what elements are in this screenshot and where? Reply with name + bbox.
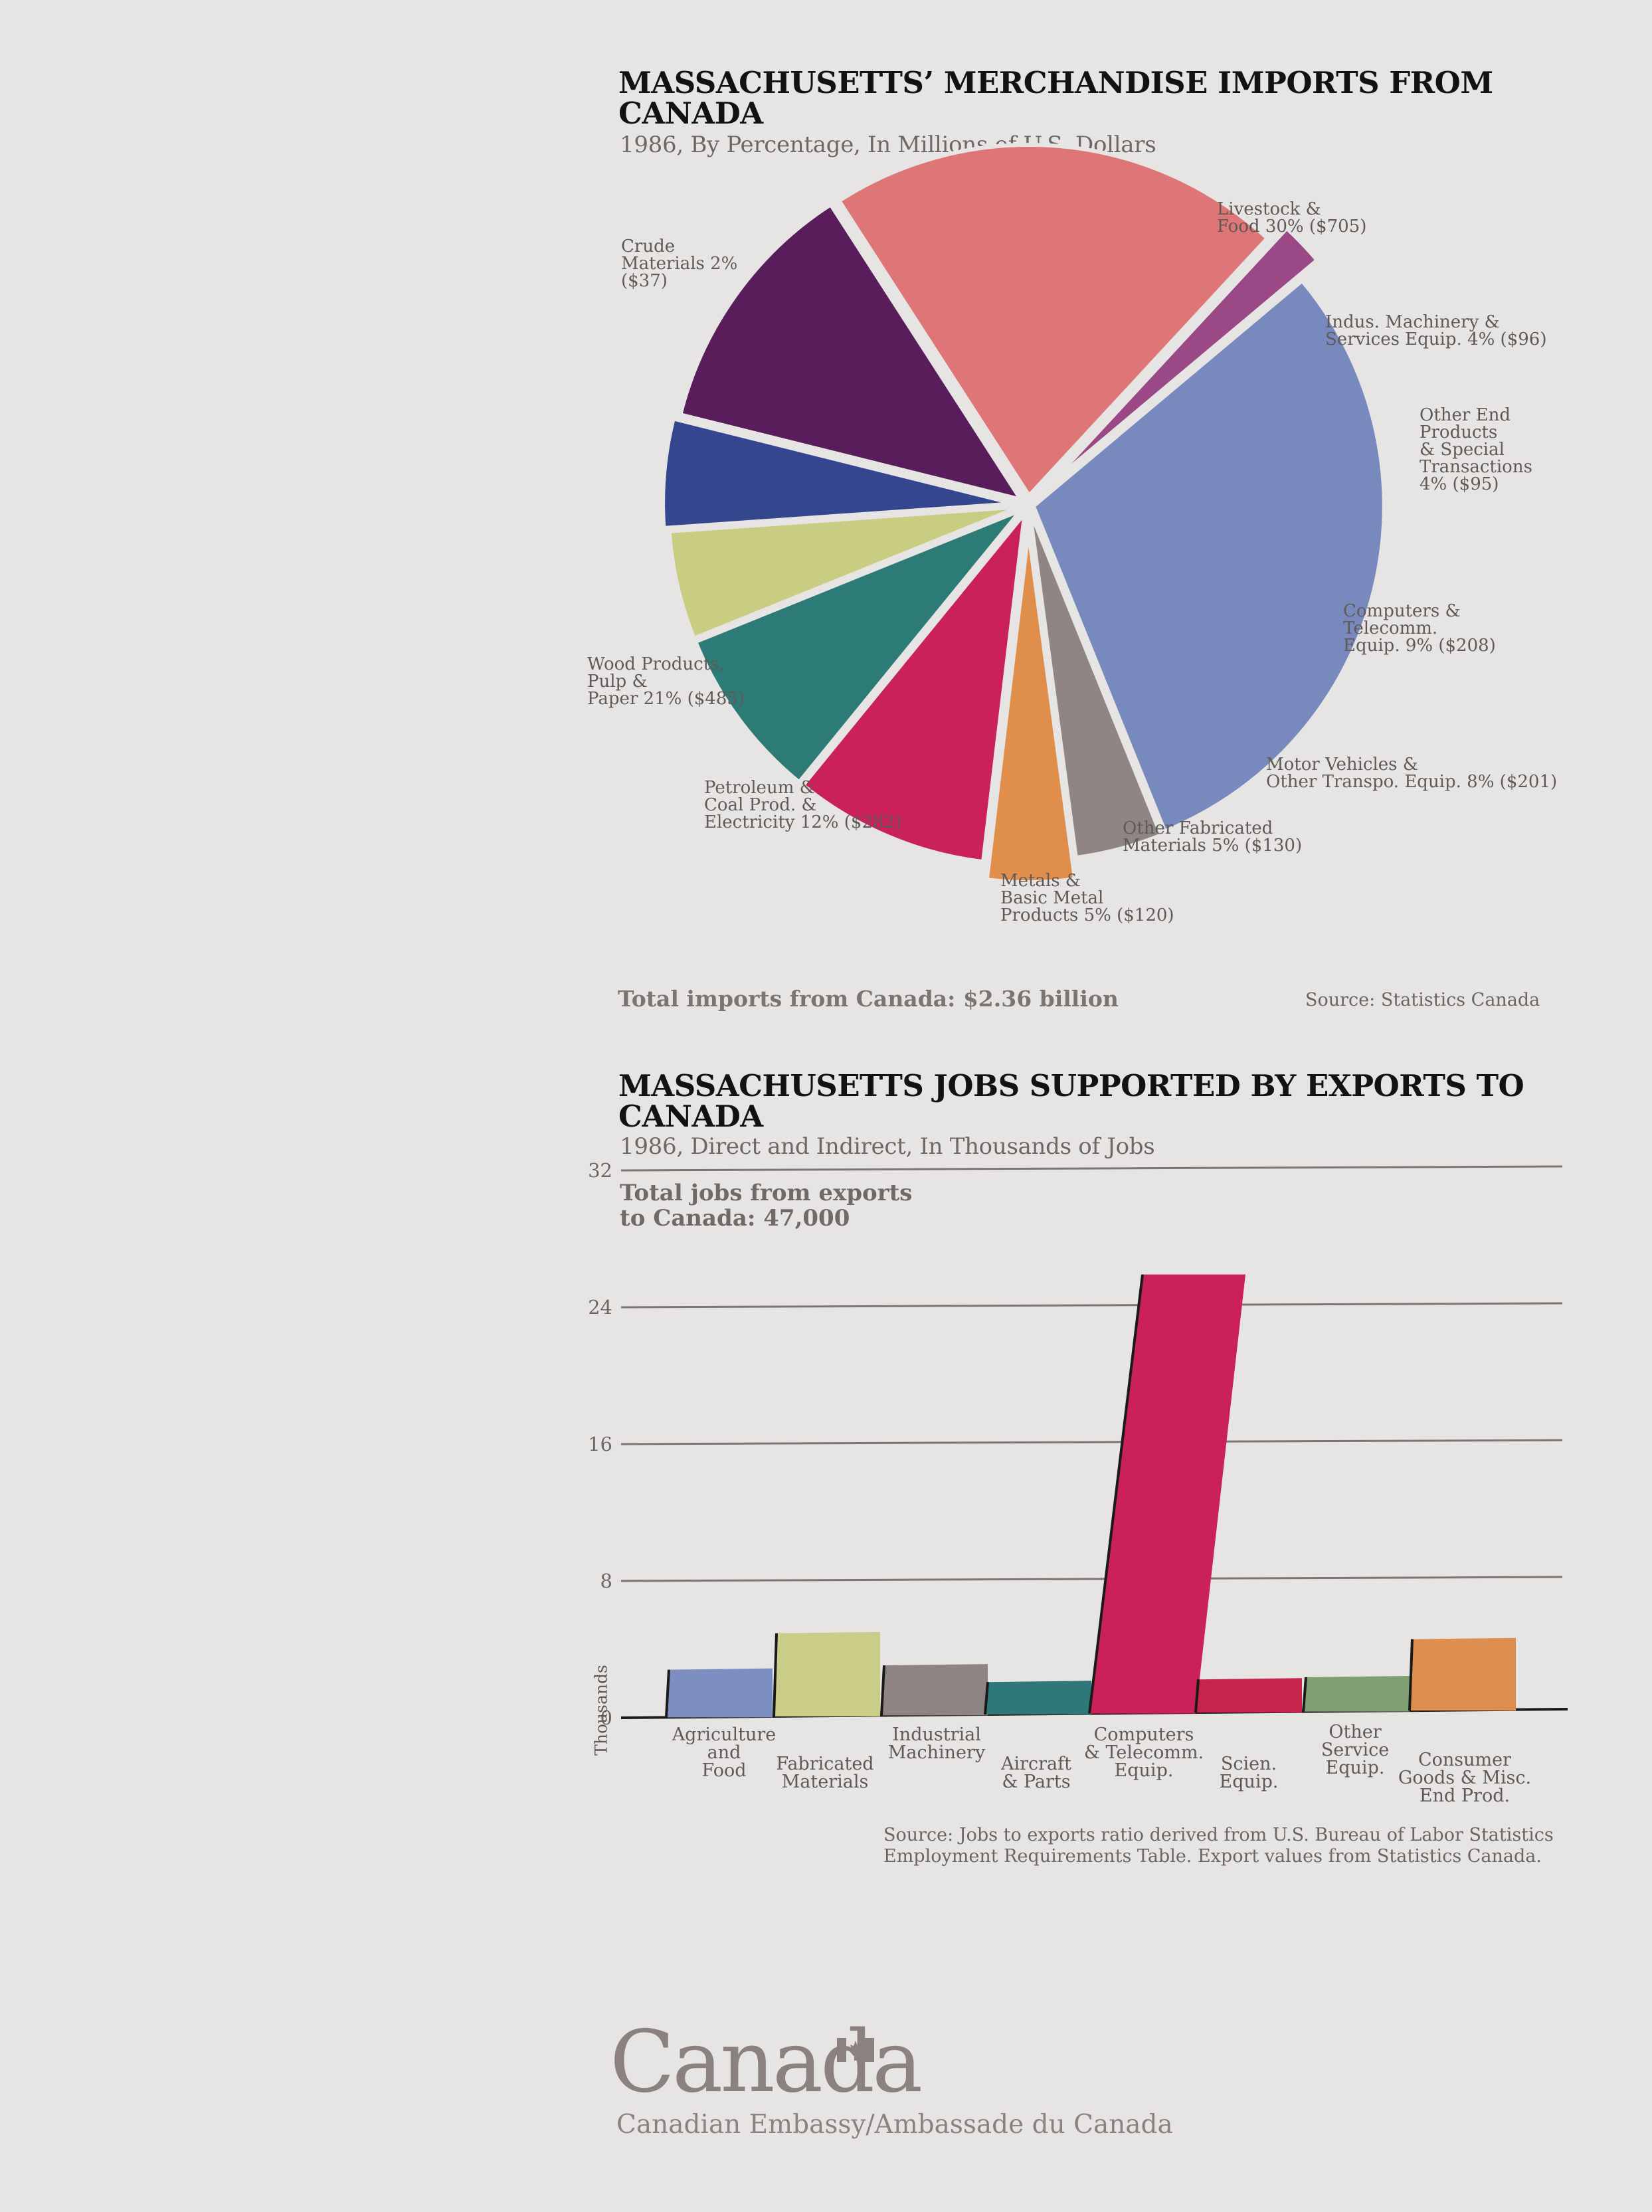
- pie-source: Source: Statistics Canada: [1305, 990, 1540, 1010]
- pie-label-petroleum: Petroleum & Coal Prod. & Electricity 12%…: [704, 778, 902, 832]
- bar-0: [666, 1668, 773, 1718]
- bar-edge-6: [1302, 1677, 1307, 1712]
- bar-title-line2: CANADA: [618, 1099, 763, 1134]
- bar-edge-3: [984, 1682, 989, 1715]
- bar-category-line: Equip.: [1325, 1758, 1385, 1778]
- bar-title-line1: MASSACHUSETTS JOBS SUPPORTED BY EXPORTS …: [618, 1068, 1524, 1103]
- canada-wordmark: Canada: [610, 2013, 923, 2112]
- y-tick-16: 16: [588, 1433, 612, 1455]
- bar-4: [1089, 1274, 1245, 1714]
- bar-category-line: Consumer: [1418, 1750, 1512, 1770]
- gridline-16: [620, 1439, 1563, 1445]
- bar-category-line: Machinery: [887, 1742, 986, 1763]
- pie-label-motor: Motor Vehicles & Other Transpo. Equip. 8…: [1266, 755, 1558, 792]
- y-tick-8: 8: [600, 1570, 612, 1592]
- pie-slice-livestock: [1031, 278, 1386, 834]
- bar-category-line: Goods & Misc.: [1398, 1768, 1532, 1788]
- bar-edge-4: [1088, 1274, 1144, 1714]
- pie-label-machinery: Indus. Machinery & Services Equip. 4% ($…: [1325, 312, 1547, 349]
- pie-chart-title: MASSACHUSETTS’ MERCHANDISE IMPORTS FROM …: [618, 68, 1493, 129]
- bar-category-line: Agriculture: [672, 1724, 777, 1745]
- bar-total-note: Total jobs from exports to Canada: 47,00…: [620, 1180, 913, 1232]
- bar-edge-7: [1408, 1639, 1414, 1711]
- bar-category-line: and: [707, 1742, 741, 1763]
- bar-category-label-3: Aircraft & Parts: [963, 1755, 1109, 1791]
- pie-slice-motor: [693, 508, 1023, 785]
- bar-category-line: Scien.: [1220, 1754, 1277, 1774]
- pie-slice-computers: [800, 506, 1028, 864]
- bar-category-line: Computers: [1093, 1724, 1194, 1745]
- bar-6: [1303, 1676, 1410, 1712]
- bar-category-label-5: Scien. Equip.: [1176, 1755, 1322, 1791]
- y-tick-32: 32: [588, 1159, 612, 1182]
- bar-category-label-6: Other Service Equip.: [1282, 1723, 1428, 1777]
- bar-3: [985, 1681, 1091, 1715]
- pie-slice-petroleum: [678, 201, 1026, 503]
- pie-slice-wood: [836, 143, 1271, 499]
- bar-category-line: & Parts: [1002, 1772, 1071, 1792]
- pie-label-wood: Wood Products, Pulp & Paper 21% ($485): [587, 654, 745, 709]
- bar-category-line: Fabricated: [776, 1754, 874, 1774]
- bar-category-line: Other: [1329, 1722, 1382, 1742]
- gridline-32: [620, 1165, 1563, 1172]
- bar-ylabel: Thousands: [591, 1665, 611, 1756]
- canada-flag-icon: [837, 2038, 874, 2062]
- pie-chart: [661, 143, 1386, 884]
- bar-category-label-0: Agriculture and Food: [651, 1726, 797, 1780]
- gridline-24: [620, 1302, 1563, 1309]
- bar-category-line: End Prod.: [1419, 1786, 1511, 1806]
- pie-slice-machinery: [1028, 509, 1164, 860]
- pie-label-fabricated: Other Fabricated Materials 5% ($130): [1123, 818, 1303, 856]
- bar-category-label-4: Computers & Telecomm. Equip.: [1071, 1726, 1217, 1780]
- canada-wordmark-text: Canada: [610, 2013, 923, 2112]
- pie-title-line2: CANADA: [618, 96, 763, 131]
- bar-1: [774, 1631, 880, 1716]
- bar-edge-0: [665, 1669, 670, 1718]
- gridline-8: [620, 1576, 1563, 1582]
- bar-edge-5: [1194, 1679, 1200, 1713]
- bar-category-line: & Telecomm.: [1083, 1742, 1204, 1763]
- bar-2: [881, 1664, 988, 1716]
- bar-category-line: Food: [701, 1760, 747, 1781]
- pie-slice-crude: [1047, 225, 1321, 488]
- bar-chart: 0 8 16 24 32: [588, 1159, 1568, 1729]
- pie-label-other-end: Other End Products & Special Transaction…: [1420, 405, 1532, 494]
- pie-total-note: Total imports from Canada: $2.36 billion: [618, 986, 1119, 1012]
- pie-label-metals: Metals & Basic Metal Products 5% ($120): [1000, 871, 1174, 925]
- bar-category-line: Materials: [781, 1772, 869, 1792]
- bar-chart-title: MASSACHUSETTS JOBS SUPPORTED BY EXPORTS …: [618, 1071, 1524, 1132]
- bar-edge-2: [880, 1665, 885, 1716]
- bar-category-label-7: Consumer Goods & Misc. End Prod.: [1392, 1751, 1538, 1805]
- y-tick-0: 0: [600, 1706, 612, 1729]
- bar-category-line: Aircraft: [1000, 1754, 1071, 1774]
- pie-slice-metals: [661, 416, 1014, 531]
- bar-7: [1410, 1637, 1516, 1711]
- pie-title-line1: MASSACHUSETTS’ MERCHANDISE IMPORTS FROM: [618, 65, 1493, 100]
- bar-category-line: Equip.: [1114, 1760, 1174, 1781]
- bar-ylabel-wrap: Thousands: [581, 1647, 621, 1780]
- bar-source: Source: Jobs to exports ratio derived fr…: [883, 1825, 1554, 1867]
- bar-chart-subtitle: 1986, Direct and Indirect, In Thousands …: [620, 1133, 1155, 1160]
- bar-5: [1196, 1678, 1302, 1713]
- bar-category-line: Industrial: [892, 1724, 981, 1745]
- bar-category-line: Service: [1321, 1740, 1390, 1760]
- embassy-text: Canadian Embassy/Ambassade du Canada: [616, 2110, 1173, 2140]
- y-tick-24: 24: [588, 1296, 612, 1319]
- bar-category-line: Equip.: [1219, 1772, 1279, 1792]
- pie-label-livestock: Livestock & Food 30% ($705): [1217, 199, 1367, 236]
- bar-category-label-1: Fabricated Materials: [752, 1755, 898, 1791]
- pie-slice-other_end: [984, 531, 1077, 884]
- pie-slice-fabricated: [667, 505, 1020, 641]
- bar-category-label-2: Industrial Machinery: [864, 1726, 1010, 1762]
- pie-label-computers: Computers & Telecomm. Equip. 9% ($208): [1343, 601, 1496, 656]
- pie-label-crude: Crude Materials 2% ($37): [621, 236, 738, 291]
- bar-edge-1: [773, 1633, 778, 1716]
